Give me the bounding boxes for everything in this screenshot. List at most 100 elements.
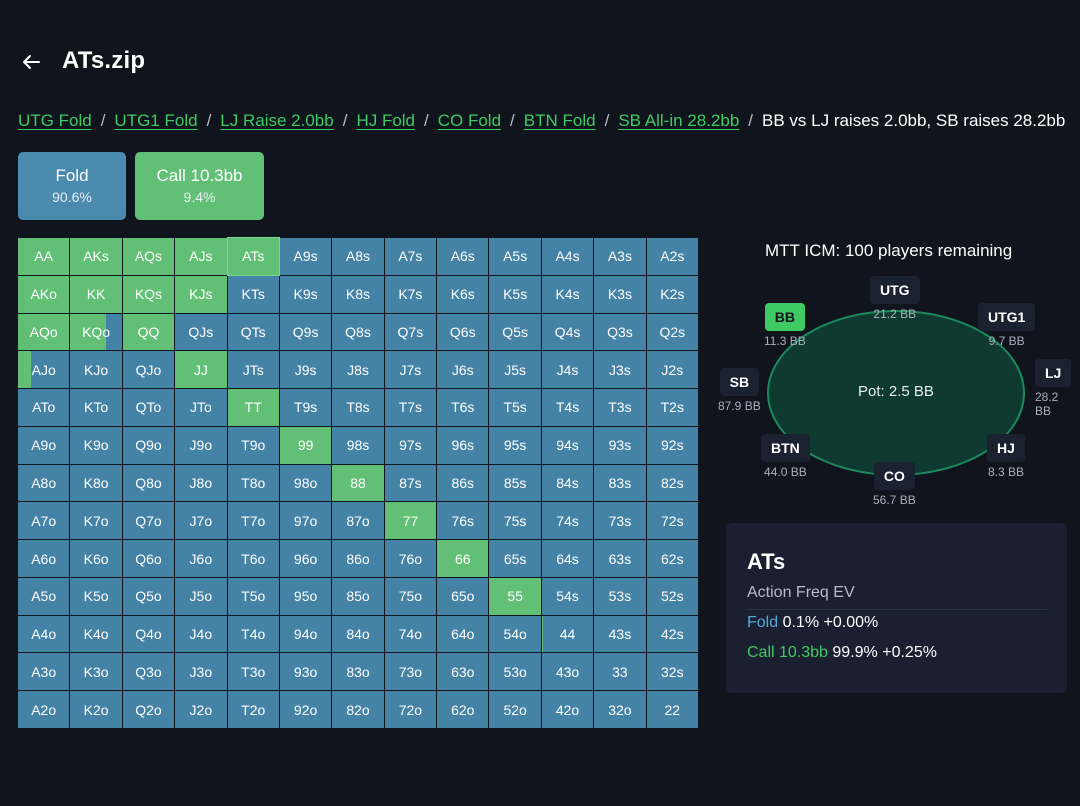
- range-cell-96s[interactable]: 96s: [437, 426, 489, 464]
- range-cell-83s[interactable]: 83s: [594, 464, 646, 502]
- range-cell-96o[interactable]: 96o: [279, 540, 332, 577]
- range-cell-k8o[interactable]: K8o: [70, 464, 122, 502]
- range-cell-32o[interactable]: 32o: [594, 691, 646, 728]
- range-cell-q9s[interactable]: Q9s: [279, 313, 332, 351]
- range-cell-64s[interactable]: 64s: [541, 540, 594, 577]
- range-cell-t9o[interactable]: T9o: [227, 426, 279, 464]
- range-cell-87s[interactable]: 87s: [384, 464, 437, 502]
- range-cell-j3s[interactable]: J3s: [594, 351, 646, 389]
- range-cell-65s[interactable]: 65s: [489, 540, 541, 577]
- range-cell-63o[interactable]: 63o: [437, 653, 489, 691]
- range-cell-k8s[interactable]: K8s: [332, 275, 384, 313]
- range-cell-82s[interactable]: 82s: [646, 464, 698, 502]
- range-cell-ato[interactable]: ATo: [18, 389, 70, 426]
- range-cell-j9o[interactable]: J9o: [175, 426, 227, 464]
- range-cell-q2s[interactable]: Q2s: [646, 313, 698, 351]
- range-cell-53s[interactable]: 53s: [594, 577, 646, 615]
- range-cell-kk[interactable]: KK: [70, 275, 122, 313]
- range-cell-q7o[interactable]: Q7o: [122, 502, 175, 540]
- range-cell-j8s[interactable]: J8s: [332, 351, 384, 389]
- seat-sb-label[interactable]: SB: [719, 368, 760, 396]
- range-cell-j9s[interactable]: J9s: [279, 351, 332, 389]
- range-cell-q8o[interactable]: Q8o: [122, 464, 175, 502]
- range-cell-a6s[interactable]: A6s: [437, 238, 489, 275]
- range-cell-42o[interactable]: 42o: [541, 691, 594, 728]
- range-cell-a3s[interactable]: A3s: [594, 238, 646, 275]
- seat-hj-label[interactable]: HJ: [987, 434, 1025, 462]
- range-cell-a2s[interactable]: A2s: [646, 238, 698, 275]
- range-cell-95s[interactable]: 95s: [489, 426, 541, 464]
- range-cell-98o[interactable]: 98o: [279, 464, 332, 502]
- range-cell-62o[interactable]: 62o: [437, 691, 489, 728]
- range-cell-t4o[interactable]: T4o: [227, 615, 279, 653]
- call-action-button[interactable]: Call 10.3bb 9.4%: [135, 152, 264, 220]
- range-cell-a5s[interactable]: A5s: [489, 238, 541, 275]
- range-cell-ats[interactable]: ATs: [226, 237, 280, 276]
- range-cell-q2o[interactable]: Q2o: [122, 691, 175, 728]
- range-cell-72s[interactable]: 72s: [646, 502, 698, 540]
- range-cell-77[interactable]: 77: [384, 502, 437, 540]
- range-cell-ajs[interactable]: AJs: [175, 238, 227, 275]
- range-cell-k5o[interactable]: K5o: [70, 577, 122, 615]
- range-cell-62s[interactable]: 62s: [646, 540, 698, 577]
- range-cell-t5o[interactable]: T5o: [227, 577, 279, 615]
- range-cell-76o[interactable]: 76o: [384, 540, 437, 577]
- breadcrumb-utg1-fold[interactable]: UTG1 Fold: [114, 111, 198, 130]
- range-cell-q7s[interactable]: Q7s: [384, 313, 437, 351]
- range-cell-t8s[interactable]: T8s: [332, 389, 384, 426]
- range-cell-85s[interactable]: 85s: [489, 464, 541, 502]
- range-cell-t3s[interactable]: T3s: [594, 389, 646, 426]
- range-cell-q9o[interactable]: Q9o: [122, 426, 175, 464]
- range-cell-qjo[interactable]: QJo: [122, 351, 175, 389]
- seat-co-label[interactable]: CO: [873, 462, 915, 490]
- breadcrumb-lj-raise[interactable]: LJ Raise 2.0bb: [220, 111, 334, 130]
- range-cell-75o[interactable]: 75o: [384, 577, 437, 615]
- range-cell-a4s[interactable]: A4s: [541, 238, 594, 275]
- range-cell-k9o[interactable]: K9o: [70, 426, 122, 464]
- range-cell-kqo[interactable]: KQo: [70, 313, 122, 351]
- range-cell-aks[interactable]: AKs: [70, 238, 122, 275]
- range-cell-a4o[interactable]: A4o: [18, 615, 70, 653]
- range-cell-j8o[interactable]: J8o: [175, 464, 227, 502]
- breadcrumb-hj-fold[interactable]: HJ Fold: [356, 111, 416, 130]
- range-cell-54o[interactable]: 54o: [489, 615, 541, 653]
- range-cell-94o[interactable]: 94o: [279, 615, 332, 653]
- range-cell-j5o[interactable]: J5o: [175, 577, 227, 615]
- range-cell-a8s[interactable]: A8s: [332, 238, 384, 275]
- range-cell-a9s[interactable]: A9s: [279, 238, 332, 275]
- range-cell-a7s[interactable]: A7s: [384, 238, 437, 275]
- range-cell-qjs[interactable]: QJs: [175, 313, 227, 351]
- range-cell-q4s[interactable]: Q4s: [541, 313, 594, 351]
- range-cell-a8o[interactable]: A8o: [18, 464, 70, 502]
- seat-btn-label[interactable]: BTN: [761, 434, 810, 462]
- range-cell-43s[interactable]: 43s: [594, 615, 646, 653]
- range-cell-k2o[interactable]: K2o: [70, 691, 122, 728]
- range-cell-88[interactable]: 88: [332, 464, 384, 502]
- range-cell-j2s[interactable]: J2s: [646, 351, 698, 389]
- range-cell-93o[interactable]: 93o: [279, 653, 332, 691]
- range-cell-ako[interactable]: AKo: [18, 275, 70, 313]
- range-cell-22[interactable]: 22: [646, 691, 698, 728]
- range-cell-q4o[interactable]: Q4o: [122, 615, 175, 653]
- range-cell-52s[interactable]: 52s: [646, 577, 698, 615]
- range-cell-65o[interactable]: 65o: [437, 577, 489, 615]
- range-cell-t3o[interactable]: T3o: [227, 653, 279, 691]
- breadcrumb-co-fold[interactable]: CO Fold: [437, 111, 502, 130]
- range-cell-55[interactable]: 55: [489, 577, 541, 615]
- range-cell-qto[interactable]: QTo: [122, 389, 175, 426]
- range-cell-82o[interactable]: 82o: [332, 691, 384, 728]
- range-cell-kjs[interactable]: KJs: [175, 275, 227, 313]
- range-cell-kto[interactable]: KTo: [70, 389, 122, 426]
- range-cell-86o[interactable]: 86o: [332, 540, 384, 577]
- range-cell-t6o[interactable]: T6o: [227, 540, 279, 577]
- range-cell-jto[interactable]: JTo: [175, 389, 227, 426]
- range-cell-74s[interactable]: 74s: [541, 502, 594, 540]
- range-cell-aqs[interactable]: AQs: [122, 238, 175, 275]
- range-cell-76s[interactable]: 76s: [437, 502, 489, 540]
- range-cell-63s[interactable]: 63s: [594, 540, 646, 577]
- range-cell-a2o[interactable]: A2o: [18, 691, 70, 728]
- range-cell-64o[interactable]: 64o: [437, 615, 489, 653]
- range-cell-53o[interactable]: 53o: [489, 653, 541, 691]
- range-cell-kjo[interactable]: KJo: [70, 351, 122, 389]
- back-arrow-icon[interactable]: [18, 49, 44, 75]
